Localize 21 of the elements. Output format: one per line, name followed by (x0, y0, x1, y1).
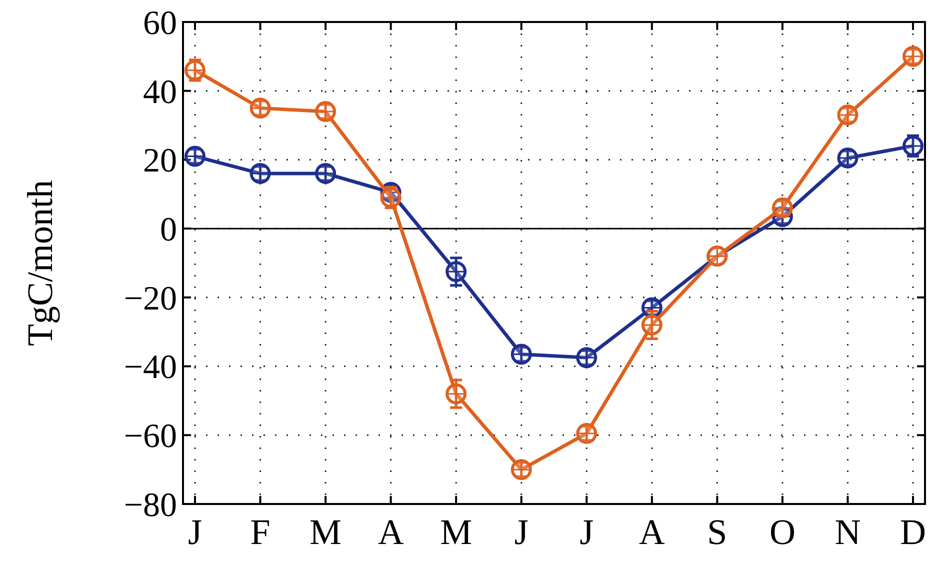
x-tick-label: M (440, 512, 472, 552)
y-tick-label: −40 (124, 349, 177, 386)
x-tick-label: M (310, 512, 342, 552)
x-tick-label: S (707, 512, 728, 552)
x-tick-label: O (769, 512, 796, 552)
y-tick-label: 40 (143, 74, 177, 111)
x-tick-label: D (900, 512, 926, 552)
x-tick-label: N (834, 512, 861, 552)
x-tick-label: A (378, 512, 404, 552)
y-tick-label: −20 (124, 280, 177, 318)
x-tick-label: J (514, 512, 528, 552)
y-tick-label: 60 (143, 4, 177, 42)
y-tick-label: 20 (143, 142, 177, 180)
x-tick-label: A (638, 512, 665, 552)
y-tick-label: −60 (124, 418, 177, 456)
y-axis-title: TgC/month (20, 180, 60, 346)
y-tick-label: −80 (124, 486, 177, 524)
x-tick-label: F (250, 512, 270, 552)
y-tick-label: 0 (160, 211, 177, 248)
x-tick-label: J (188, 512, 202, 552)
x-tick-label: J (580, 512, 594, 552)
